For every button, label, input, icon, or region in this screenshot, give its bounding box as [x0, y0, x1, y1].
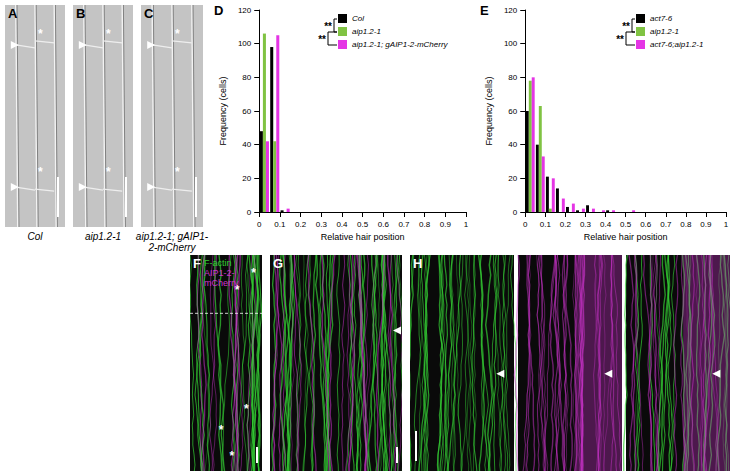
svg-text:80: 80: [242, 73, 251, 82]
svg-text:0.5: 0.5: [620, 220, 632, 229]
html-text:B: B: [76, 6, 86, 21]
svg-text:0.8: 0.8: [680, 220, 692, 229]
svg-text:aip1.2-1: aip1.2-1: [650, 27, 679, 36]
svg-text:aip1.2-1; gAIP1-2-mCherry: aip1.2-1; gAIP1-2-mCherry: [352, 40, 449, 49]
html-text:Col: Col: [27, 231, 43, 242]
svg-text:20: 20: [242, 174, 251, 183]
svg-text:0.9: 0.9: [700, 220, 712, 229]
svg-text:Relative hair position: Relative hair position: [321, 232, 405, 242]
html-text:AIP1-2-mCherry: AIP1-2-mCherry: [204, 268, 239, 288]
html-text:E: E: [480, 3, 489, 18]
svg-text:0: 0: [257, 220, 262, 229]
svg-text:0.8: 0.8: [419, 220, 431, 229]
svg-text:0: 0: [247, 208, 252, 217]
svg-text:20: 20: [508, 174, 517, 183]
html-text:aip1.2-1; gAIP1-2-mCherry: aip1.2-1; gAIP1-2-mCherry: [135, 231, 209, 253]
svg-text:**: **: [324, 21, 332, 32]
svg-text:0.3: 0.3: [580, 220, 592, 229]
svg-text:0: 0: [523, 220, 528, 229]
svg-text:0.6: 0.6: [640, 220, 652, 229]
svg-text:**: **: [622, 21, 630, 32]
svg-text:60: 60: [242, 107, 251, 116]
svg-text:0.3: 0.3: [316, 220, 328, 229]
svg-text:0.1: 0.1: [540, 220, 552, 229]
svg-text:0.2: 0.2: [295, 220, 307, 229]
svg-text:Frequency (cells): Frequency (cells): [218, 76, 228, 145]
svg-text:0.1: 0.1: [274, 220, 286, 229]
svg-text:act7-6: act7-6: [650, 14, 673, 23]
svg-text:Frequency (cells): Frequency (cells): [484, 76, 494, 145]
html-text:aip1.2-1: aip1.2-1: [84, 231, 122, 242]
svg-text:**: **: [616, 34, 624, 45]
svg-text:act7-6;aip1.2-1: act7-6;aip1.2-1: [650, 40, 703, 49]
svg-text:0.2: 0.2: [560, 220, 572, 229]
svg-text:0.4: 0.4: [336, 220, 348, 229]
html-text:A: A: [8, 6, 18, 21]
svg-text:0.9: 0.9: [440, 220, 452, 229]
svg-text:0.7: 0.7: [660, 220, 672, 229]
svg-text:0.5: 0.5: [357, 220, 369, 229]
svg-text:0.7: 0.7: [398, 220, 410, 229]
svg-text:40: 40: [508, 140, 517, 149]
svg-text:120: 120: [504, 6, 518, 15]
html-text:C: C: [144, 6, 154, 21]
svg-text:100: 100: [238, 39, 252, 48]
html-text:H: H: [413, 256, 423, 271]
svg-text:0.6: 0.6: [378, 220, 390, 229]
svg-text:aip1.2-1: aip1.2-1: [352, 27, 381, 36]
svg-text:0.4: 0.4: [600, 220, 612, 229]
html-text:F F-actin: F F-actin: [193, 256, 232, 271]
svg-text:1: 1: [724, 220, 729, 229]
svg-text:1: 1: [464, 220, 469, 229]
svg-text:60: 60: [508, 107, 517, 116]
svg-text:80: 80: [508, 73, 517, 82]
html-text:D: D: [214, 3, 224, 18]
svg-text:**: **: [318, 34, 326, 45]
svg-text:Col: Col: [352, 14, 364, 23]
svg-text:100: 100: [504, 39, 518, 48]
svg-text:0: 0: [513, 208, 518, 217]
svg-text:40: 40: [242, 140, 251, 149]
svg-text:120: 120: [238, 6, 252, 15]
svg-text:Relative hair position: Relative hair position: [584, 232, 668, 242]
html-text:G: G: [273, 256, 284, 271]
